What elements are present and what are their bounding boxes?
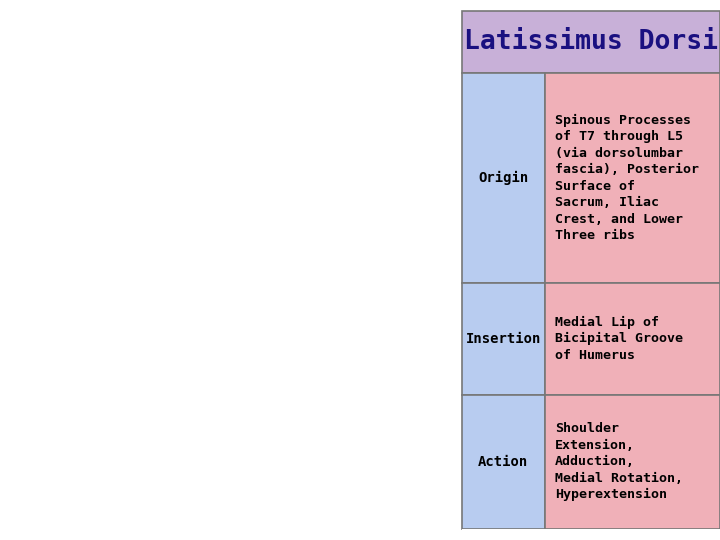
Text: Action: Action xyxy=(478,455,528,469)
Text: Medial Lip of
Bicipital Groove
of Humerus: Medial Lip of Bicipital Groove of Humeru… xyxy=(555,315,683,362)
Text: Shoulder
Extension,
Adduction,
Medial Rotation,
Hyperextension: Shoulder Extension, Adduction, Medial Ro… xyxy=(555,422,683,502)
FancyBboxPatch shape xyxy=(462,395,544,529)
Text: Insertion: Insertion xyxy=(466,332,541,346)
FancyBboxPatch shape xyxy=(544,283,720,395)
FancyBboxPatch shape xyxy=(462,529,720,540)
FancyBboxPatch shape xyxy=(544,73,720,283)
Text: Latissimus Dorsi: Latissimus Dorsi xyxy=(464,29,718,55)
FancyBboxPatch shape xyxy=(462,11,720,73)
Text: Origin: Origin xyxy=(478,171,528,185)
FancyBboxPatch shape xyxy=(462,73,544,283)
FancyBboxPatch shape xyxy=(544,395,720,529)
FancyBboxPatch shape xyxy=(462,283,544,395)
Text: Spinous Processes
of T7 through L5
(via dorsolumbar
fascia), Posterior
Surface o: Spinous Processes of T7 through L5 (via … xyxy=(555,113,699,242)
